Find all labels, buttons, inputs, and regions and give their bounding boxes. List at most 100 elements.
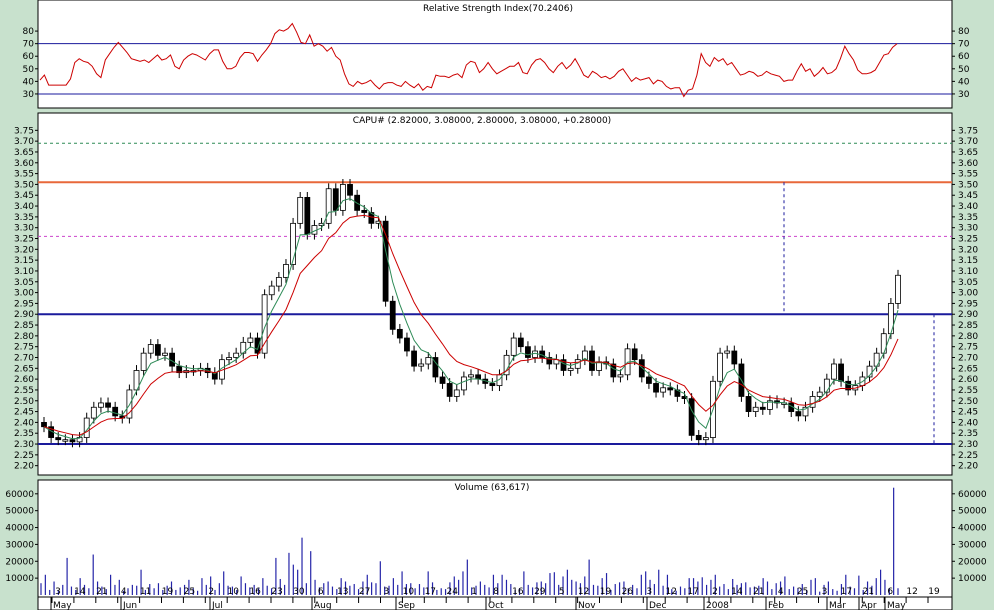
candle-up bbox=[318, 222, 325, 226]
price-tick-label-left: 2.25 bbox=[14, 451, 34, 461]
candle-up bbox=[702, 437, 709, 441]
volume-bars bbox=[40, 487, 899, 595]
x-day-label: 21 bbox=[863, 587, 874, 597]
rsi-title: Relative Strength Index(70.2406) bbox=[423, 4, 573, 14]
price-tick-label-left: 3.05 bbox=[14, 278, 34, 288]
price-tick-label-left: 2.20 bbox=[14, 462, 34, 472]
x-day-label: 19 bbox=[162, 587, 174, 597]
candle-up bbox=[375, 220, 382, 224]
candle-down bbox=[610, 363, 617, 378]
rsi-series-line bbox=[39, 22, 898, 98]
volume-title: Volume (63,617) bbox=[455, 483, 530, 493]
volume-tick-label-right: 30000 bbox=[958, 540, 987, 550]
candle-up bbox=[261, 294, 268, 354]
x-day-label: 3 bbox=[822, 587, 828, 597]
x-day-label: 3 bbox=[646, 587, 652, 597]
candle-up bbox=[717, 352, 723, 382]
price-tick-label-right: 2.65 bbox=[958, 364, 978, 374]
candle-up bbox=[567, 367, 574, 371]
candle-up bbox=[283, 264, 289, 278]
rsi-tick-label-right: 40 bbox=[958, 77, 970, 87]
candle-down bbox=[304, 196, 311, 235]
candle-down bbox=[731, 350, 738, 365]
price-tick-label-left: 3.00 bbox=[14, 289, 34, 299]
x-axis: 3 14 21 4 11 19 25 2 10 16 23 30 6 13 27 3 10 17 24 1 8 16 29 5… bbox=[37, 587, 953, 610]
candle-up bbox=[290, 222, 296, 265]
price-tick-label-left: 3.20 bbox=[14, 245, 34, 255]
candle-down bbox=[347, 184, 353, 196]
x-day-label: 6 bbox=[318, 587, 324, 597]
price-tick-label-right: 3.75 bbox=[958, 126, 978, 136]
candle-up bbox=[62, 439, 69, 442]
x-day-label: 21 bbox=[96, 587, 107, 597]
candle-down bbox=[361, 209, 368, 213]
x-day-label: 3 bbox=[384, 587, 390, 597]
candle-up bbox=[660, 387, 667, 393]
x-day-label: 11 bbox=[140, 587, 151, 597]
volume-tick-label-left: 20000 bbox=[5, 557, 34, 567]
x-day-label: 10 bbox=[403, 587, 415, 597]
candle-down bbox=[745, 396, 752, 412]
price-panel: CAPU# (2.82000, 3.08000, 2.80000, 3.0800… bbox=[14, 112, 978, 476]
volume-tick-label-right: 60000 bbox=[958, 490, 987, 500]
x-day-label: 21 bbox=[753, 587, 764, 597]
x-day-label: 16 bbox=[512, 587, 524, 597]
x-day-label: 17 bbox=[841, 587, 852, 597]
x-day-label: 19 bbox=[600, 587, 612, 597]
candle-down bbox=[695, 434, 702, 441]
rsi-tick-label-right: 50 bbox=[958, 65, 970, 75]
price-title: CAPU# (2.82000, 3.08000, 2.80000, 3.0800… bbox=[353, 116, 611, 126]
x-day-label: 24 bbox=[446, 587, 458, 597]
price-tick-label-right: 3.25 bbox=[958, 235, 978, 245]
x-month-label: Jun bbox=[122, 601, 137, 610]
price-tick-label-right: 3.70 bbox=[958, 137, 978, 147]
price-tick-label-right: 3.05 bbox=[958, 278, 978, 288]
price-tick-label-left: 3.60 bbox=[14, 159, 34, 169]
candle-up bbox=[90, 406, 97, 419]
price-tick-label-left: 2.40 bbox=[14, 418, 34, 428]
candle-down bbox=[759, 406, 766, 410]
x-day-label: 10 bbox=[227, 587, 239, 597]
x-day-label: 12 bbox=[578, 587, 589, 597]
ma-long-line bbox=[43, 214, 899, 436]
volume-y-ticks: 10000 10000 20000 20000 30000 30000 40000 40000… bbox=[5, 490, 987, 584]
candle-down bbox=[489, 383, 496, 387]
price-tick-label-right: 3.35 bbox=[958, 213, 978, 223]
candle-up bbox=[460, 376, 467, 391]
candle-up bbox=[162, 352, 168, 356]
candle-up bbox=[816, 391, 823, 397]
candle-down bbox=[411, 350, 417, 367]
candle-down bbox=[69, 439, 76, 443]
price-tick-label-right: 2.90 bbox=[958, 310, 978, 320]
price-tick-label-right: 2.45 bbox=[958, 408, 978, 418]
rsi-tick-label-left: 60 bbox=[23, 52, 35, 62]
price-tick-label-right: 3.45 bbox=[958, 191, 978, 201]
candle-down bbox=[638, 359, 645, 378]
candle-down bbox=[439, 376, 446, 384]
candle-down bbox=[631, 348, 638, 361]
rsi-tick-label-left: 80 bbox=[23, 27, 35, 37]
price-tick-label-left: 2.75 bbox=[14, 343, 34, 353]
price-tick-label-left: 3.40 bbox=[14, 202, 34, 212]
candle-up bbox=[339, 184, 346, 211]
x-day-label: 27 bbox=[359, 587, 370, 597]
candle-down bbox=[681, 396, 688, 400]
volume-panel: Volume (63,617) 10000 10000 20000 20000 3000… bbox=[5, 479, 987, 598]
price-tick-label-right: 2.55 bbox=[958, 386, 978, 396]
rsi-tick-label-left: 50 bbox=[23, 65, 35, 75]
x-day-label: 5 bbox=[559, 587, 565, 597]
x-day-label: 16 bbox=[249, 587, 261, 597]
x-day-label: 1 bbox=[471, 587, 477, 597]
price-tick-label-right: 3.60 bbox=[958, 159, 978, 169]
candle-up bbox=[767, 400, 773, 410]
candle-down bbox=[646, 376, 652, 384]
x-day-label: 4 bbox=[121, 587, 127, 597]
candle-down bbox=[845, 380, 852, 391]
x-month-label: Aug bbox=[314, 601, 332, 610]
x-month-label: Oct bbox=[488, 601, 504, 610]
candle-down bbox=[517, 337, 524, 348]
candle-down bbox=[404, 337, 410, 352]
x-day-label: 17 bbox=[425, 587, 436, 597]
x-month-label: May bbox=[887, 601, 906, 610]
